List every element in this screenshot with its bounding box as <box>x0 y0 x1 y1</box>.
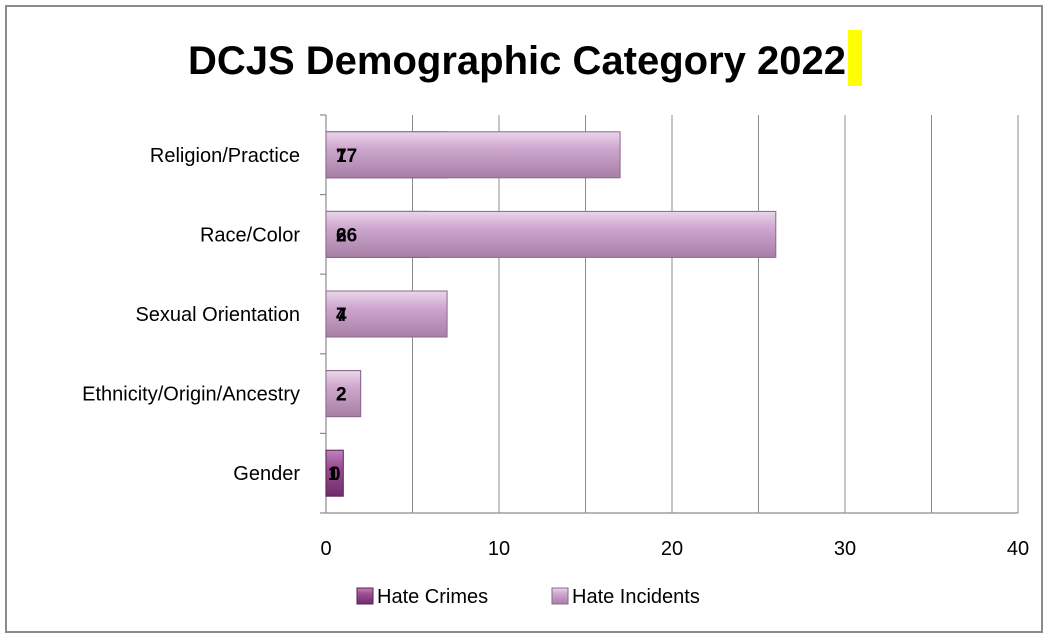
data-label: 7 <box>336 146 347 167</box>
legend-label: Hate Crimes <box>377 586 488 608</box>
data-label: 1 <box>328 464 339 485</box>
data-label: 4 <box>336 305 347 326</box>
bars <box>325 131 777 497</box>
data-label: 2 <box>336 385 347 406</box>
axes: 0 10 20 30 40Religion/PracticeRace/ColorSexu… <box>82 114 1029 560</box>
category-label: Religion/Practice <box>150 145 300 167</box>
bar-hate-incidents <box>325 290 448 338</box>
data-label: 0 <box>330 464 341 485</box>
category-label: Sexual Orientation <box>135 304 300 326</box>
bar-hate-incidents <box>325 131 621 179</box>
category-label: Gender <box>233 463 300 485</box>
category-label: Ethnicity/Origin/Ancestry <box>82 384 300 406</box>
bar-hate-incidents <box>325 370 362 418</box>
x-tick-label: 20 <box>661 538 683 560</box>
chart-title-text: DCJS Demographic Category 2022 <box>187 39 846 83</box>
chart-frame <box>5 5 1043 633</box>
chart-title: DCJS Demographic Category 2022 <box>0 30 1050 86</box>
x-tick-label: 30 <box>834 538 856 560</box>
data-label: 17 <box>336 146 357 167</box>
legend: Hate Crimes Hate Incidents <box>356 586 700 608</box>
data-label: 26 <box>336 225 357 246</box>
gridlines <box>412 115 1019 513</box>
data-label: 2 <box>336 385 347 406</box>
data-label: 7 <box>336 305 347 326</box>
category-label: Race/Color <box>200 224 300 246</box>
x-tick-label: 40 <box>1007 538 1029 560</box>
x-tick-label: 0 <box>320 538 331 560</box>
legend-swatch <box>356 587 374 605</box>
legend-label: Hate Incidents <box>572 586 700 608</box>
x-tick-label: 10 <box>488 538 510 560</box>
title-highlight-mark <box>848 30 862 86</box>
legend-swatch <box>551 587 569 605</box>
bar-hate-crimes <box>325 449 344 497</box>
data-label: 6 <box>336 225 347 246</box>
bar-hate-incidents <box>325 210 777 258</box>
